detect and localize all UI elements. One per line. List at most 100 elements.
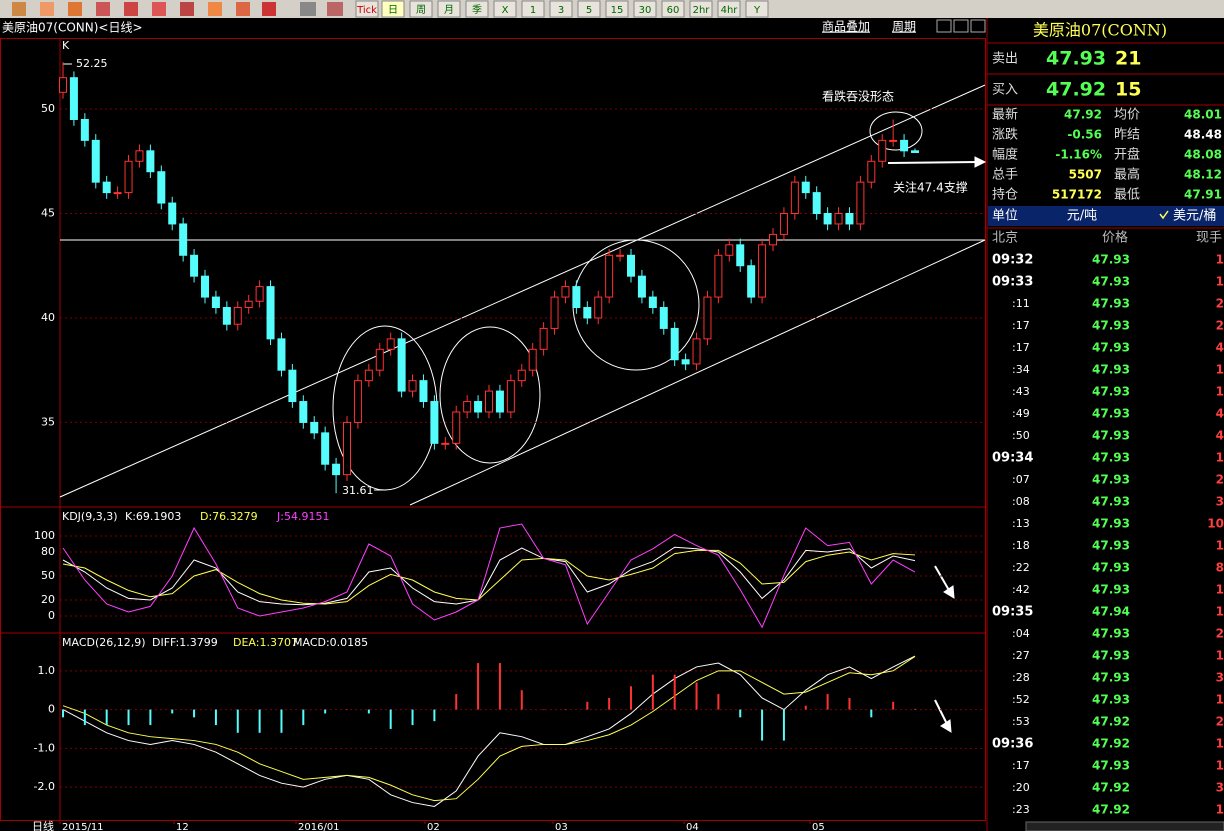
legend-entry: DIFF:1.3799	[152, 636, 218, 649]
tool-button[interactable]	[355, 0, 379, 18]
tool-button[interactable]	[549, 0, 573, 18]
tool-button[interactable]	[493, 0, 517, 18]
indicator-title: KDJ(9,3,3)	[62, 510, 118, 523]
icon[interactable]	[180, 2, 194, 16]
tool-button[interactable]	[381, 0, 405, 18]
trade-size: 1	[1216, 385, 1224, 399]
candle-body	[233, 307, 242, 325]
candle-body	[430, 401, 439, 444]
trade-price: 47.93	[1092, 561, 1130, 575]
tool-button[interactable]	[409, 0, 433, 18]
histogram-bar	[214, 709, 217, 726]
tool-label[interactable]: 1	[530, 5, 536, 16]
candle-body	[277, 338, 286, 371]
tool-label[interactable]: 周	[416, 4, 426, 16]
trade-time: :53	[1012, 715, 1030, 728]
candle-body	[91, 139, 100, 183]
candle-body	[528, 348, 537, 371]
trade-price: 47.92	[1092, 803, 1130, 817]
tool-label[interactable]: 15	[611, 5, 624, 16]
histogram-bar	[258, 709, 261, 733]
histogram-bar	[455, 694, 458, 710]
tool-label[interactable]: 60	[667, 5, 680, 16]
unit-option[interactable]: 元/吨	[1067, 209, 1097, 224]
period-button[interactable]: 周期	[892, 20, 916, 34]
trade-size: 10	[1207, 517, 1224, 531]
tool-button[interactable]	[605, 0, 629, 18]
candle-body	[659, 307, 668, 329]
candle-body	[299, 401, 308, 423]
overlay-button[interactable]: 商品叠加	[822, 19, 870, 34]
histogram-bar	[651, 674, 654, 710]
tool-label[interactable]: Tick	[356, 5, 377, 16]
y-tick-label: 20	[41, 593, 55, 606]
window-button[interactable]	[970, 19, 986, 33]
trade-size: 1	[1216, 451, 1224, 465]
y-tick-label: 80	[41, 545, 55, 558]
tool-label[interactable]: Y	[753, 5, 761, 16]
tool-label[interactable]: 日	[388, 5, 398, 16]
quote-panel	[987, 18, 1224, 831]
icon[interactable]	[40, 2, 54, 16]
tool-label[interactable]: 月	[444, 4, 454, 16]
trade-size: 1	[1216, 693, 1224, 707]
trade-time: :52	[1012, 693, 1030, 706]
icon[interactable]	[152, 2, 166, 16]
histogram-bar	[477, 663, 480, 710]
tool-button[interactable]	[689, 0, 713, 18]
tool-label[interactable]: 30	[639, 5, 652, 16]
unit-option[interactable]: 美元/桶	[1173, 209, 1216, 224]
candle-body	[506, 380, 515, 413]
tool-button[interactable]	[465, 0, 489, 18]
icon[interactable]	[208, 2, 222, 16]
trade-time: :13	[1012, 517, 1030, 530]
pattern-ellipse	[439, 326, 541, 464]
x-tick-label: 03	[555, 822, 568, 831]
bid-price: 47.92	[1046, 79, 1106, 101]
legend-entry: J:54.9151	[276, 510, 329, 523]
tool-label[interactable]: 季	[472, 4, 482, 16]
tool-label[interactable]: 4hr	[721, 5, 739, 16]
candle-body	[594, 296, 603, 319]
tool-label[interactable]: 5	[586, 5, 592, 16]
trade-size: 1	[1216, 759, 1224, 773]
candle-body	[190, 254, 199, 277]
tool-button[interactable]	[661, 0, 685, 18]
candle-body	[769, 233, 777, 246]
icon[interactable]	[327, 2, 343, 16]
histogram-bar	[608, 697, 611, 710]
tool-button[interactable]	[521, 0, 545, 18]
trade-price: 47.93	[1092, 649, 1130, 663]
histogram-bar	[914, 708, 916, 710]
trade-time: 09:32	[992, 253, 1033, 268]
icon[interactable]	[300, 2, 316, 16]
candle-body	[725, 244, 734, 256]
tool-button[interactable]	[577, 0, 601, 18]
tool-button[interactable]	[717, 0, 741, 18]
low-label: 31.61	[342, 484, 374, 497]
histogram-bar	[782, 709, 785, 741]
tool-label[interactable]: 3	[558, 5, 564, 16]
tool-label[interactable]: X	[502, 5, 509, 16]
icon[interactable]	[12, 2, 26, 16]
trade-size: 1	[1216, 253, 1224, 267]
tool-label[interactable]: 2hr	[693, 5, 711, 16]
window-button[interactable]	[936, 19, 952, 33]
annotation: 关注47.4支撑	[893, 180, 968, 195]
stat-value: 47.91	[1184, 188, 1222, 202]
icon[interactable]	[262, 2, 276, 16]
charts: 35 40 45 50 100 80 50 20 0 KDJ(9,3,3) K:69.1903 D:7…	[34, 62, 985, 807]
scroll-tab[interactable]	[1025, 821, 1224, 831]
tool-button[interactable]	[745, 0, 769, 18]
y-tick-label: 50	[41, 102, 55, 115]
icon[interactable]	[68, 2, 82, 16]
legend-entry: MACD:0.0185	[293, 636, 368, 649]
icon[interactable]	[124, 2, 138, 16]
trade-size: 3	[1216, 671, 1224, 685]
icon[interactable]	[236, 2, 250, 16]
window-button[interactable]	[953, 19, 969, 33]
icon[interactable]	[96, 2, 110, 16]
arrow-head	[943, 585, 955, 599]
tool-button[interactable]	[633, 0, 657, 18]
tool-button[interactable]	[437, 0, 461, 18]
